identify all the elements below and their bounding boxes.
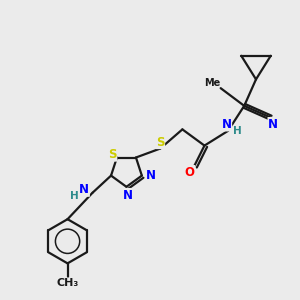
Text: H: H (70, 190, 79, 201)
Text: CH₃: CH₃ (56, 278, 79, 288)
Text: S: S (156, 136, 165, 148)
Text: N: N (79, 183, 89, 196)
Text: N: N (146, 169, 156, 182)
Text: N: N (123, 188, 133, 202)
Text: N: N (268, 118, 278, 130)
Text: O: O (185, 166, 195, 178)
Text: S: S (108, 148, 117, 161)
Text: H: H (233, 126, 242, 136)
Text: N: N (222, 118, 232, 131)
Text: Me: Me (204, 78, 220, 88)
